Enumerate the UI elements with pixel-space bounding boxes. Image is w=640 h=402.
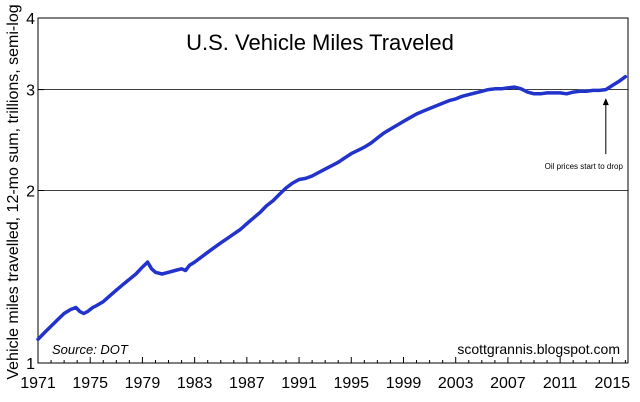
y-tick-label: 2 <box>26 184 35 201</box>
y-tick-label: 1 <box>26 356 35 373</box>
x-axis-ticks: 1971 1975 1979 1983 1987 1991 1995 1999 2003 2007… <box>20 357 630 392</box>
y-tick-label: 3 <box>26 83 35 100</box>
series-layer <box>36 74 628 342</box>
credit-note: scottgrannis.blogspot.com <box>457 341 620 357</box>
x-tick-label: 1975 <box>72 375 108 392</box>
annotation-arrowhead <box>602 98 609 106</box>
x-tick-label: 1979 <box>125 375 161 392</box>
chart-title: U.S. Vehicle Miles Traveled <box>186 30 454 55</box>
x-tick-label: 2007 <box>490 375 526 392</box>
y-axis-label: Vehicle miles travelled, 12-mo sum, tril… <box>5 4 22 379</box>
x-tick-label: 1995 <box>333 375 369 392</box>
annotation: Oil prices start to drop <box>545 98 624 171</box>
x-tick-label: 1991 <box>281 375 317 392</box>
x-tick-label: 2011 <box>543 375 578 392</box>
annotation-text: Oil prices start to drop <box>545 162 624 171</box>
x-tick-label: 1971 <box>20 375 56 392</box>
y-axis-ticks: 1 2 3 4 <box>26 11 44 373</box>
series-line <box>36 74 628 342</box>
source-note: Source: DOT <box>52 342 129 357</box>
x-tick-label: 1987 <box>229 375 265 392</box>
x-tick-label: 2015 <box>595 375 631 392</box>
x-tick-label: 1999 <box>386 375 422 392</box>
y-tick-label: 4 <box>26 11 35 28</box>
gridlines <box>38 89 628 191</box>
x-tick-label: 2003 <box>438 375 474 392</box>
x-tick-label: 1983 <box>177 375 213 392</box>
